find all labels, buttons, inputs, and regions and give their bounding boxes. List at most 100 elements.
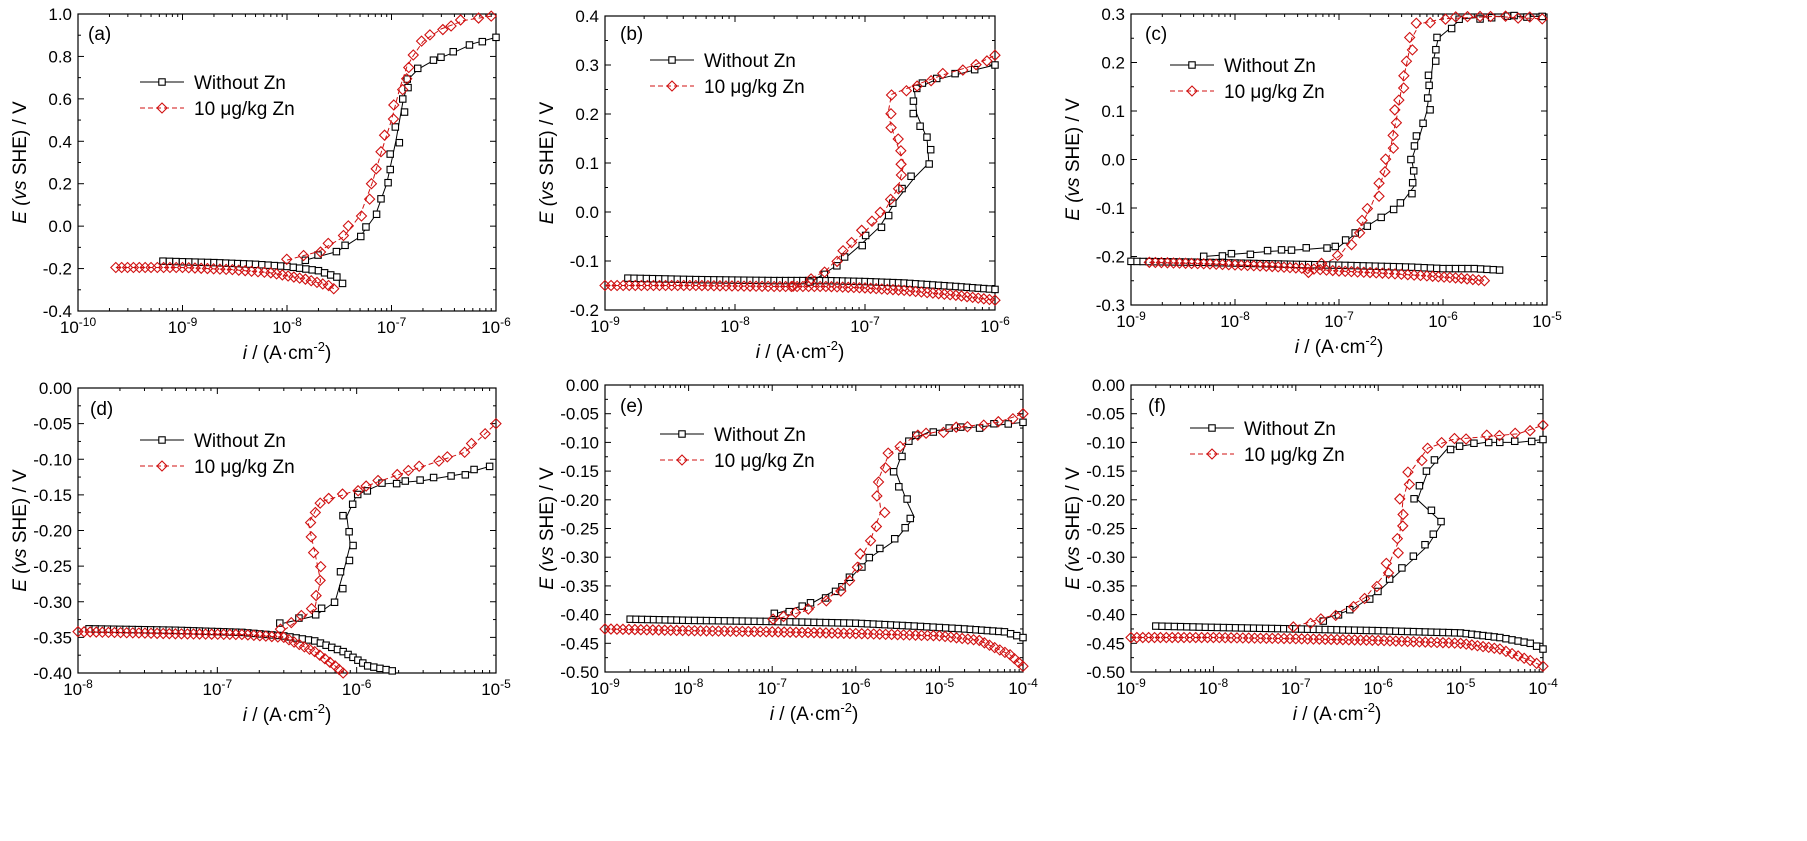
- cathodic-point: [1148, 631, 1161, 644]
- anodic-point: [831, 255, 843, 268]
- y-tick-label: -0.05: [1086, 405, 1125, 424]
- cathodic-point: [988, 641, 1001, 654]
- anodic-point: [1403, 31, 1416, 44]
- cathodic-point: [624, 274, 632, 282]
- cathodic-point: [298, 635, 307, 643]
- anodic-point: [1424, 71, 1433, 80]
- anodic-point: [951, 69, 959, 78]
- cathodic-point: [716, 276, 724, 284]
- cathodic-point: [1261, 624, 1270, 633]
- anodic-point: [1387, 142, 1400, 154]
- cathodic-point: [1494, 643, 1506, 655]
- anodic-point: [387, 113, 400, 125]
- anodic-point: [372, 474, 384, 487]
- panel-label: (d): [90, 399, 113, 420]
- anodic-point: [878, 506, 891, 519]
- cathodic-point: [308, 645, 321, 658]
- y-axis-label: E (vs SHE) / V: [537, 467, 558, 590]
- anodic-point: [1380, 557, 1393, 570]
- series-with-zn: [72, 417, 502, 679]
- cathodic-point: [127, 261, 140, 274]
- cathodic-point: [1537, 660, 1549, 673]
- cathodic-point: [1255, 624, 1264, 633]
- cathodic-point: [734, 276, 742, 284]
- y-tick-label: 0.0: [575, 203, 599, 222]
- x-tick-label: 10-4: [1528, 676, 1558, 698]
- anodic-point: [1455, 442, 1464, 450]
- anodic-point: [362, 223, 370, 231]
- anodic-point: [403, 75, 412, 83]
- cathodic-point: [289, 263, 298, 272]
- y-tick-label: -0.2: [43, 260, 72, 279]
- anodic-point: [429, 473, 438, 482]
- cathodic-point: [1524, 654, 1537, 667]
- anodic-point: [274, 623, 287, 635]
- cathodic-point: [1152, 622, 1160, 630]
- chart-panel-f: 10-9 10-8 10-7 10-6 10-5 10-4-0.50-0.45-0.40-…: [1063, 376, 1558, 725]
- anodic-point: [1397, 520, 1409, 532]
- anodic-point: [991, 61, 999, 69]
- anodic-point: [400, 108, 409, 116]
- anodic-point: [894, 440, 906, 453]
- anodic-point: [1416, 454, 1428, 467]
- anodic-point: [895, 144, 907, 157]
- cathodic-point: [1464, 264, 1472, 273]
- anodic-point: [449, 47, 457, 56]
- anodic-point: [884, 193, 897, 206]
- anodic-point: [355, 210, 368, 222]
- cathodic-point: [935, 623, 944, 632]
- anodic-point: [872, 476, 885, 488]
- anodic-point: [391, 468, 404, 481]
- anodic-point: [395, 138, 404, 147]
- anodic-point: [295, 609, 308, 622]
- cathodic-point: [848, 281, 860, 294]
- cathodic-point: [774, 280, 786, 293]
- anodic-point: [1345, 238, 1358, 251]
- anodic-point: [950, 421, 962, 433]
- anodic-point: [378, 129, 391, 141]
- anodic-line: [283, 423, 497, 631]
- y-tick-label: 0.4: [575, 7, 599, 26]
- anodic-point: [1426, 106, 1434, 114]
- anodic-point: [1246, 250, 1255, 259]
- anodic-point: [916, 122, 924, 130]
- anodic-point: [787, 280, 799, 293]
- anodic-point: [870, 520, 883, 533]
- y-tick-label: -0.50: [560, 663, 599, 682]
- cathodic-point: [203, 258, 212, 267]
- anodic-point: [925, 160, 933, 168]
- anodic-point: [845, 236, 858, 249]
- y-tick-label: -0.3: [1096, 296, 1125, 315]
- x-tick-label: 10-6: [980, 314, 1010, 336]
- x-axis-label: i / (A·cm-2): [243, 701, 332, 726]
- y-tick-label: -0.30: [33, 593, 72, 612]
- y-tick-label: 0.4: [48, 132, 72, 151]
- anodic-point: [961, 420, 974, 433]
- anodic-point: [479, 427, 491, 440]
- anodic-point: [1423, 94, 1432, 102]
- legend-marker: [676, 454, 688, 466]
- anodic-point: [937, 67, 949, 80]
- anodic-point: [399, 95, 407, 103]
- x-axis-label: i / (A·cm-2): [770, 700, 859, 725]
- cathodic-point: [994, 644, 1006, 656]
- x-tick-label: 10-8: [1199, 676, 1229, 698]
- cathodic-point: [698, 275, 706, 284]
- anodic-point: [304, 516, 317, 529]
- anodic-point: [1358, 592, 1371, 605]
- anodic-point: [1431, 57, 1440, 65]
- y-tick-label: -0.30: [560, 548, 599, 567]
- cathodic-point: [941, 624, 950, 632]
- y-tick-label: -0.40: [560, 606, 599, 625]
- anodic-point: [330, 598, 339, 607]
- legend-marker: [678, 430, 686, 438]
- anodic-point: [864, 534, 877, 547]
- anodic-point: [895, 483, 903, 491]
- cathodic-point: [1451, 264, 1460, 273]
- anodic-point: [1287, 246, 1296, 254]
- anodic-point: [1347, 600, 1360, 613]
- cathodic-point: [1341, 261, 1349, 270]
- cathodic-point: [1489, 265, 1498, 274]
- legend-marker: [666, 80, 678, 92]
- cathodic-point: [768, 280, 780, 293]
